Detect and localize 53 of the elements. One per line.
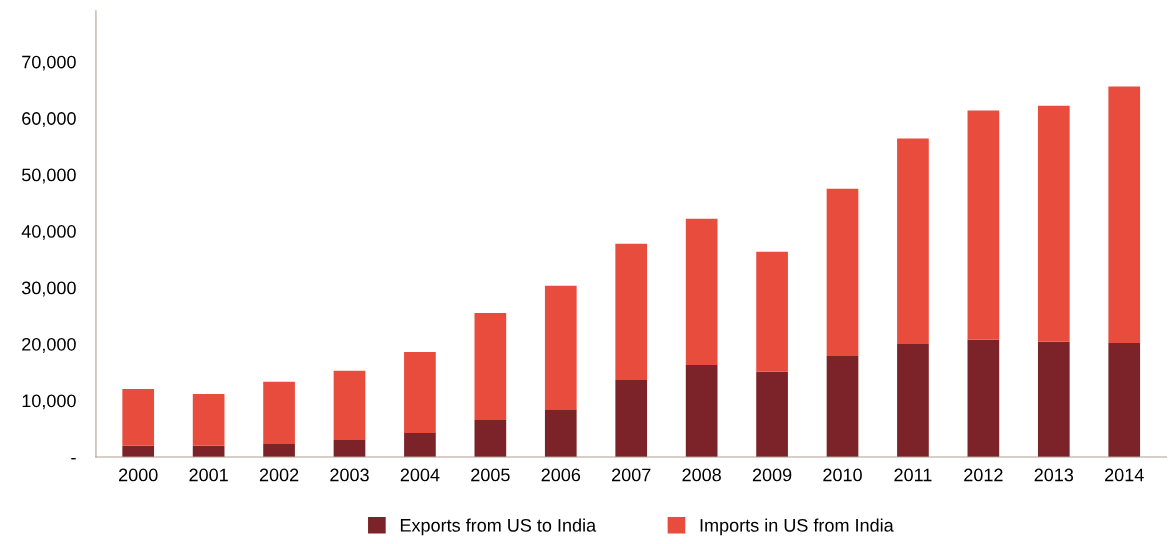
bar bbox=[404, 432, 436, 457]
bar bbox=[897, 344, 929, 457]
bar bbox=[544, 285, 577, 411]
bar bbox=[122, 388, 155, 446]
bar bbox=[404, 351, 436, 433]
y-tick-label: 70,000 bbox=[22, 55, 76, 71]
bar bbox=[615, 243, 648, 380]
bar bbox=[756, 371, 788, 457]
bar bbox=[756, 251, 788, 372]
bar bbox=[1108, 342, 1141, 457]
bar bbox=[685, 218, 718, 365]
bar bbox=[333, 370, 366, 441]
x-tick-label: 2014 bbox=[1105, 468, 1144, 482]
x-tick-label: 2002 bbox=[259, 468, 299, 482]
bar bbox=[967, 339, 1000, 457]
bar bbox=[967, 110, 1000, 340]
bar bbox=[1037, 105, 1070, 342]
x-tick-label: 2009 bbox=[752, 468, 792, 482]
bar bbox=[826, 188, 859, 356]
bar bbox=[333, 440, 366, 457]
bar bbox=[263, 381, 295, 444]
y-tick-label: 40,000 bbox=[21, 225, 76, 240]
x-tick-label: 2005 bbox=[471, 468, 510, 482]
bar bbox=[1037, 341, 1070, 457]
x-tick-label: 2013 bbox=[1034, 468, 1074, 482]
legend-label: Exports from US to India bbox=[400, 518, 597, 536]
bar bbox=[474, 312, 507, 420]
y-tick-label: 20,000 bbox=[22, 337, 76, 353]
y-tick-label: 50,000 bbox=[22, 168, 76, 184]
y-tick-label: - bbox=[71, 458, 76, 460]
x-tick-label: 2010 bbox=[823, 468, 862, 482]
y-tick-label: 30,000 bbox=[21, 281, 76, 297]
y-tick-label: 60,000 bbox=[22, 112, 76, 128]
bar bbox=[544, 410, 577, 457]
y-tick-label: 10,000 bbox=[22, 394, 76, 410]
x-tick-label: 2000 bbox=[119, 468, 158, 482]
x-tick-label: 2004 bbox=[400, 468, 440, 482]
bar bbox=[897, 138, 929, 345]
x-tick-label: 2001 bbox=[189, 468, 228, 482]
bar bbox=[685, 364, 718, 457]
x-tick-label: 2006 bbox=[541, 468, 581, 482]
x-tick-label: 2012 bbox=[964, 468, 1003, 482]
bar bbox=[263, 443, 295, 457]
x-tick-label: 2007 bbox=[612, 468, 651, 482]
bar bbox=[1108, 86, 1141, 343]
x-tick-label: 2011 bbox=[894, 468, 932, 482]
x-tick-label: 2008 bbox=[682, 468, 721, 482]
bar bbox=[615, 379, 648, 457]
bar bbox=[474, 419, 507, 457]
legend-label: Imports in US from India bbox=[700, 518, 894, 536]
bar bbox=[192, 394, 225, 446]
x-tick-label: 2003 bbox=[330, 468, 369, 482]
bar bbox=[826, 355, 859, 457]
